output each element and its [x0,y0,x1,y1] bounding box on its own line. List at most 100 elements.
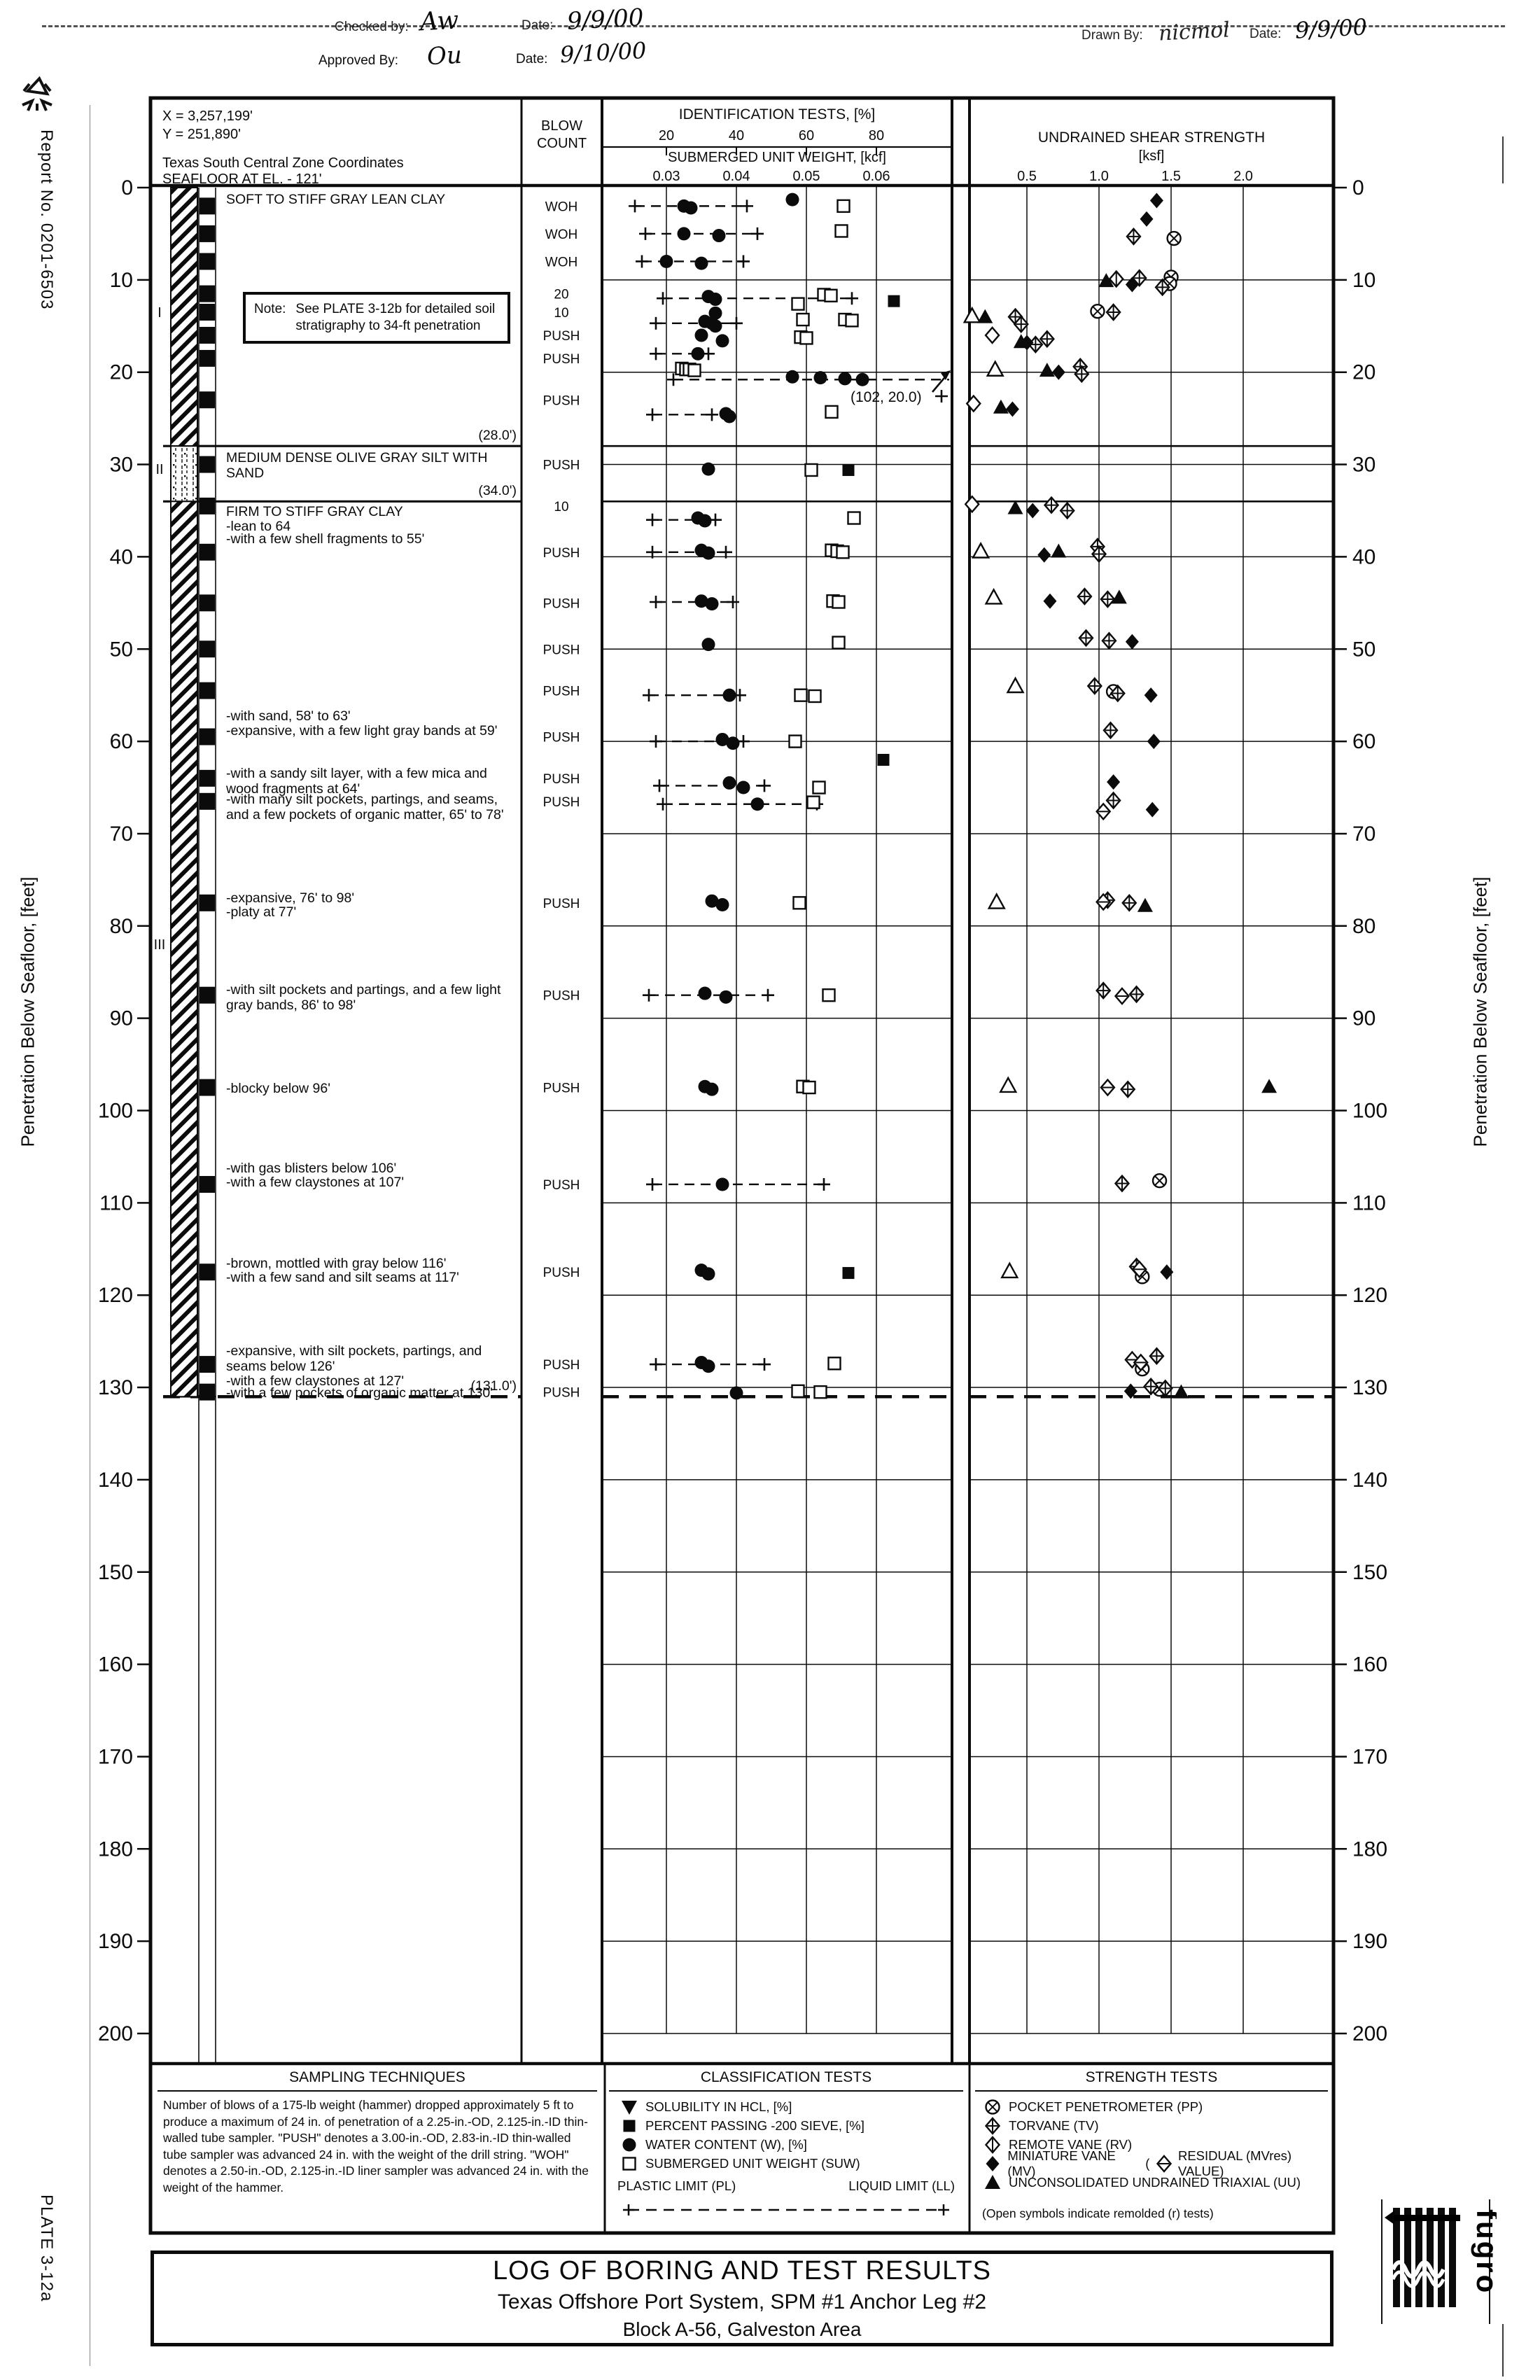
svg-text:PUSH: PUSH [543,458,580,473]
data-point-diamond-hline [1114,987,1130,1005]
svg-text:160: 160 [98,1653,133,1676]
svg-text:180: 180 [1352,1837,1387,1861]
data-point-open-square [622,2156,636,2171]
diamond-hline-icon [1156,2154,1172,2173]
data-point-circle-x [1166,230,1182,246]
stratigraphy-note: Note: See PLATE 3-12b for detailed soil … [243,292,510,344]
data-point-filled-diamond [1005,401,1019,417]
data-point-filled-triangle [1261,1079,1278,1093]
data-point-plus [650,1358,662,1371]
data-point-circle-x [1090,303,1105,319]
data-point-filled-circle [715,1177,729,1191]
svg-text:PUSH: PUSH [543,1266,580,1280]
svg-text:PUSH: PUSH [543,596,580,611]
strength-tests-title: STRENGTH TESTS [975,2069,1328,2092]
diamond-vline-icon [984,2135,1001,2154]
data-point-filled-diamond [1147,734,1161,750]
data-point-open-square [792,896,806,910]
filled-triangle-down-icon [622,2100,637,2115]
svg-text:40: 40 [729,128,744,144]
svg-text:WOH: WOH [545,200,578,214]
svg-text:PUSH: PUSH [543,546,580,561]
data-point-filled-circle [705,1082,719,1096]
sample-interval-block [200,456,215,473]
svg-text:40: 40 [1352,545,1376,568]
data-point-filled-circle [701,1267,715,1281]
data-point-plus [650,735,662,748]
soil-description: -with a few pockets of organic matter at… [226,1385,493,1401]
svg-text:PUSH: PUSH [543,685,580,699]
svg-text:60: 60 [799,128,814,144]
data-point-diamond-cross [1149,1347,1165,1366]
data-point-plus [720,545,732,559]
data-point-filled-triangle [993,399,1009,414]
data-point-plus [643,689,655,702]
data-point-open-diamond [964,495,980,514]
data-point-filled-circle [715,334,729,348]
svg-text:140: 140 [1352,1469,1387,1492]
title-line-1: LOG OF BORING AND TEST RESULTS [492,2256,992,2286]
data-point-diamond-cross [1120,1080,1136,1099]
checked-date-label: Date: [522,18,554,33]
data-point-filled-triangle [1013,334,1029,349]
sample-interval-block [200,497,215,514]
offscale-annotation-arrow [932,370,951,402]
data-point-plus [657,292,669,305]
data-point-plus [706,408,718,421]
sample-interval-block [200,1175,215,1193]
data-point-open-triangle [972,541,990,559]
data-point-filled-square [842,463,855,476]
filled-square-icon [623,2120,636,2132]
id-tests-title: IDENTIFICATION TESTS, [%] [678,106,876,122]
data-point-open-square [804,463,818,477]
data-point-plus [935,390,948,402]
svg-text:PUSH: PUSH [543,772,580,787]
data-point-filled-square [842,1267,855,1280]
strength-tests-note: (Open symbols indicate remolded (r) test… [982,2206,1214,2220]
legend-item-label: WATER CONTENT (W), [%] [645,2136,807,2152]
data-point-diamond-cross [1128,985,1144,1004]
data-point-plus [762,988,774,1002]
offscale-annotation: (102, 20.0) [850,389,922,405]
data-point-diamond-cross [1100,590,1116,608]
soil-description: -with a few claystones at 127' [226,1373,405,1389]
data-point-diamond-cross [1096,981,1112,1000]
svg-text:PUSH: PUSH [543,1178,580,1193]
data-point-plus [646,545,659,559]
svg-text:190: 190 [98,1930,133,1953]
data-point-filled-diamond [986,2155,1000,2171]
data-point-open-triangle [999,1076,1018,1093]
svg-text:110: 110 [1352,1191,1386,1214]
svg-text:60: 60 [110,730,133,753]
data-point-filled-circle [813,371,827,385]
data-point-filled-diamond [1125,634,1139,650]
data-point-plus [657,797,669,811]
svg-text:50: 50 [110,638,133,661]
legend-item: SUBMERGED UNIT WEIGHT (SUW) [619,2154,967,2173]
data-point-filled-circle [855,372,869,386]
data-point-diamond-cross [1101,631,1117,650]
soil-description: -expansive, with a few light gray bands … [226,723,498,739]
data-point-filled-circle [701,462,715,476]
data-point-diamond-hline [1156,2154,1172,2173]
sample-interval-block [200,1079,215,1096]
sample-interval-block [200,894,215,911]
soil-description: SOFT TO STIFF GRAY LEAN CLAY [226,191,446,207]
note-prefix: Note: [254,302,286,316]
data-point-plus [646,408,659,421]
coordinate-x: X = 3,257,199' [162,108,253,124]
sample-interval-block [200,792,215,810]
data-point-filled-circle [715,732,729,746]
legend-item-label: MINIATURE VANE (MV) [1007,2148,1116,2178]
sample-interval-block [200,1356,215,1373]
svg-text:PUSH: PUSH [543,329,580,344]
data-point-diamond-cross [1013,315,1029,333]
svg-text:fugro: fugro [1471,2209,1497,2295]
svg-text:PUSH: PUSH [543,1358,580,1373]
data-point-filled-triangle [1137,897,1153,912]
soil-description: -with silt pockets and partings, and a f… [226,981,501,1013]
data-point-filled-diamond [1107,774,1121,790]
soil-description: FIRM TO STIFF GRAY CLAY [226,503,403,519]
svg-text:140: 140 [98,1469,133,1492]
data-point-diamond-cross [1086,677,1102,695]
